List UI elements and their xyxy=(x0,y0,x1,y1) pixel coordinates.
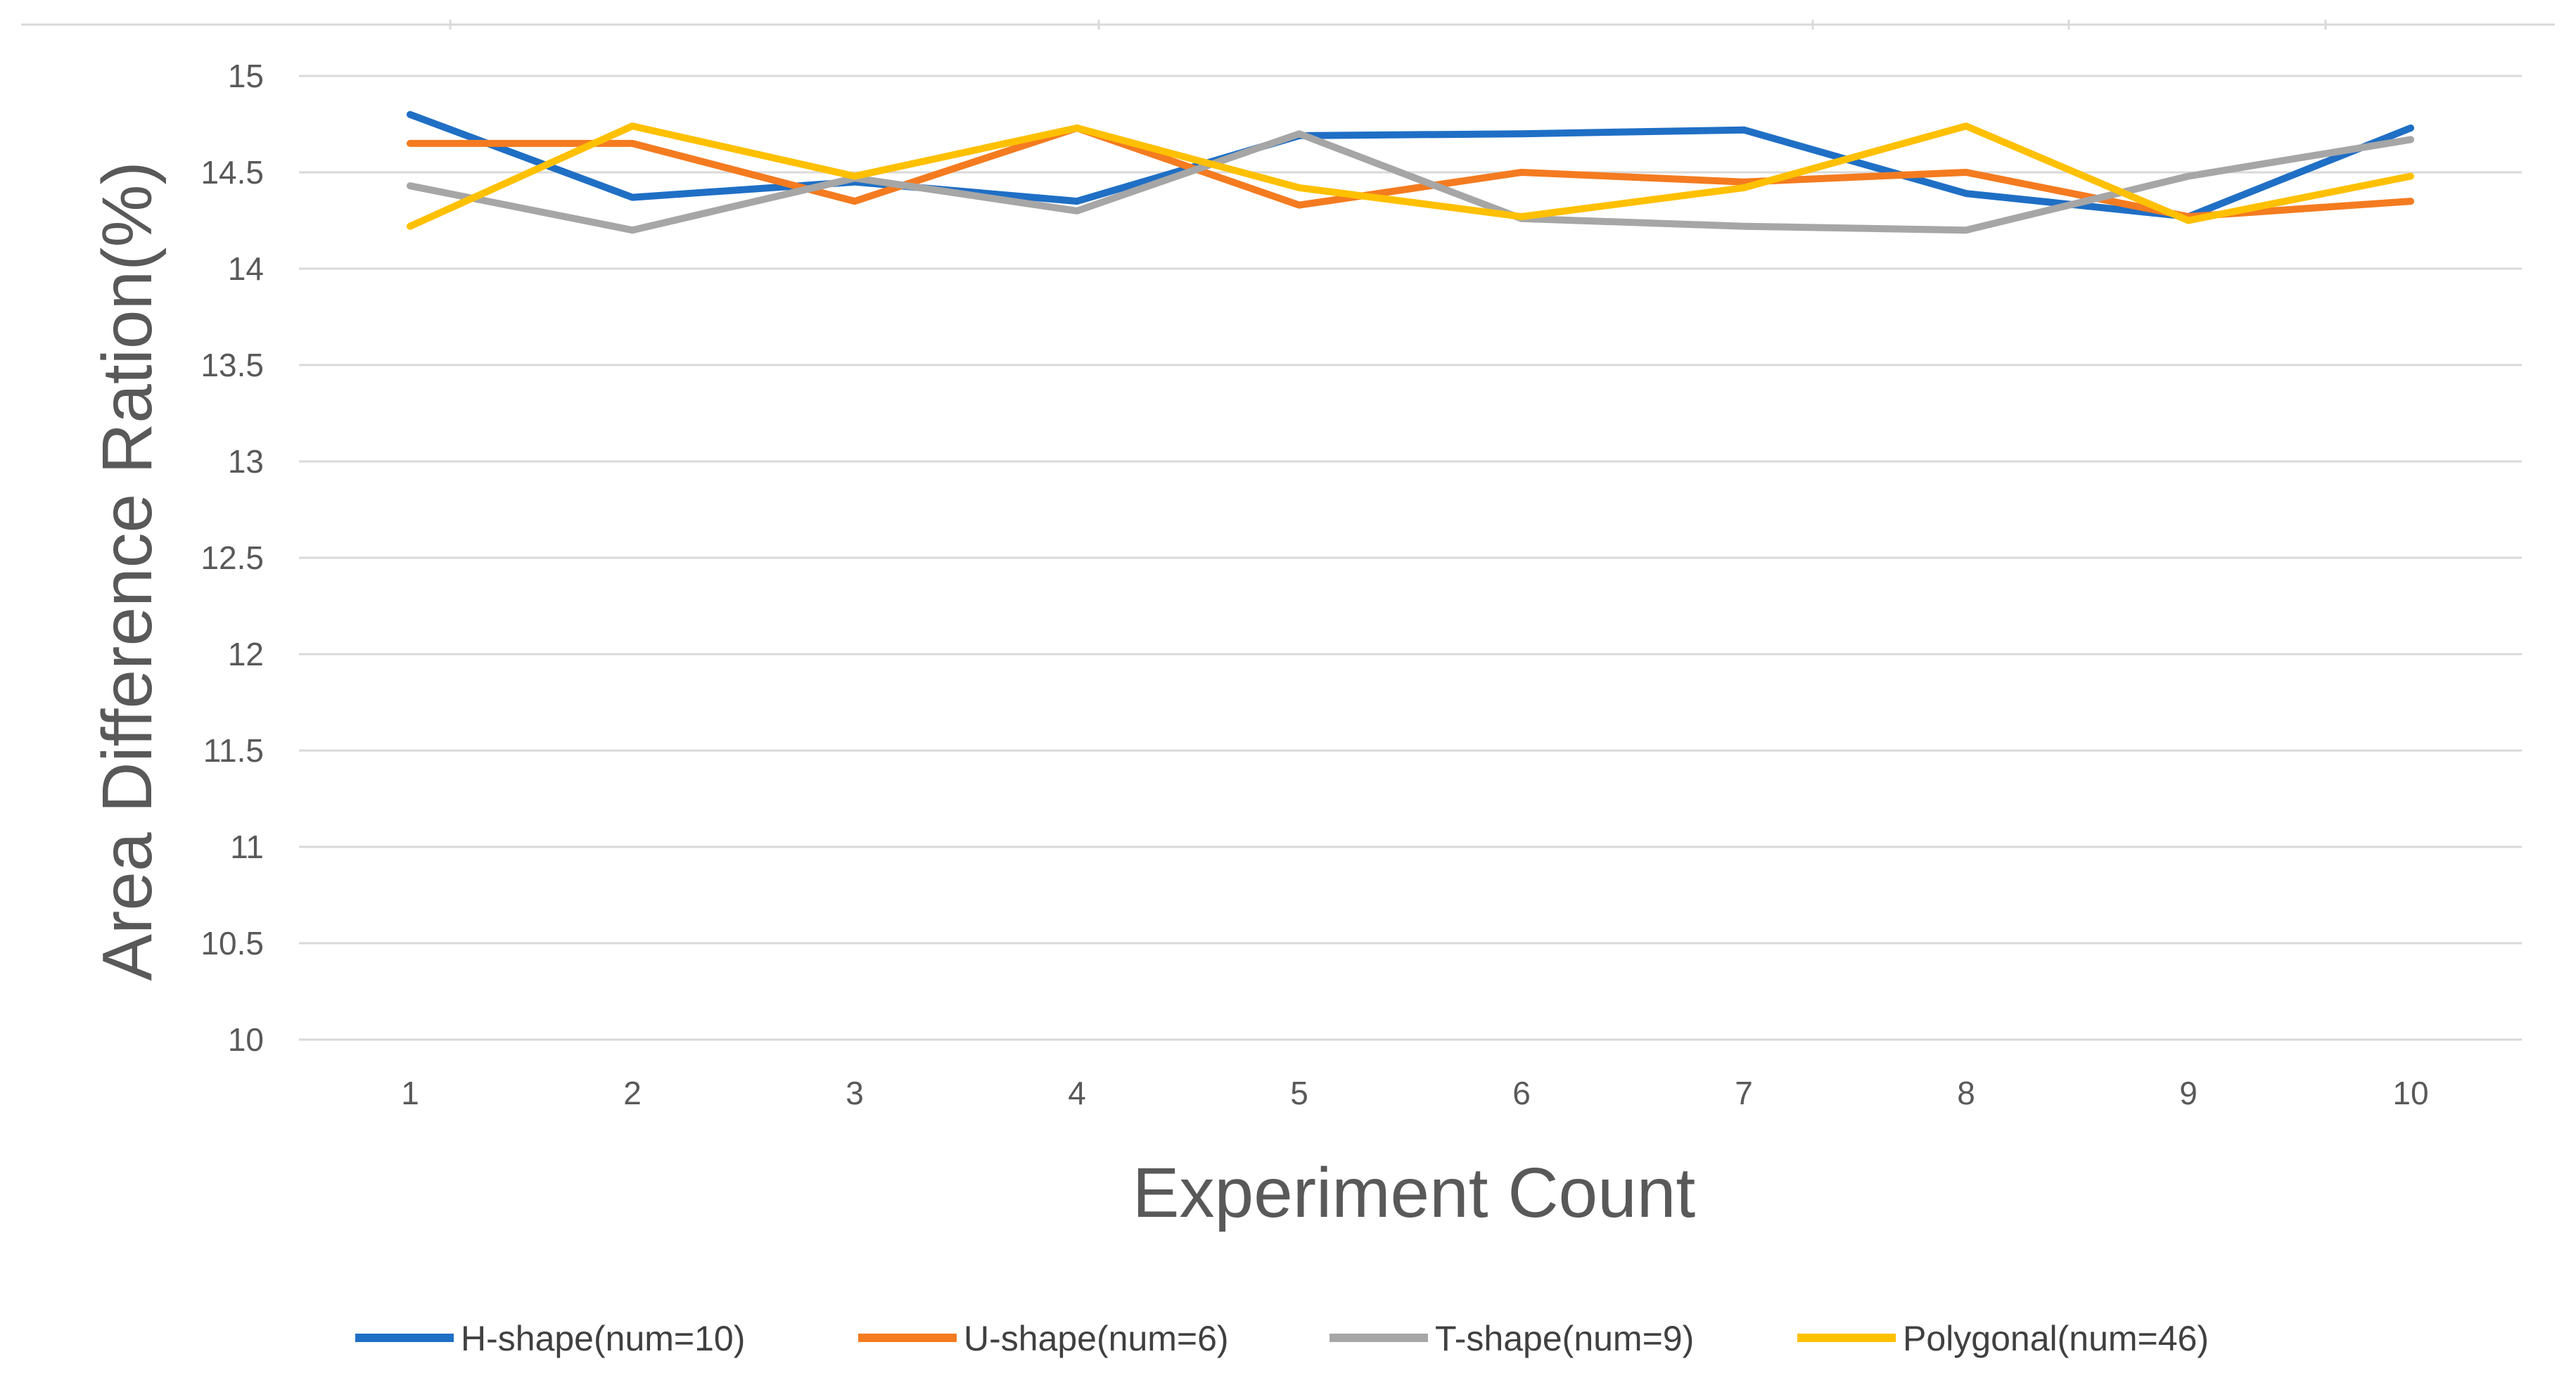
x-tick-label: 7 xyxy=(1735,1075,1753,1111)
y-tick-label: 12.5 xyxy=(200,539,264,576)
x-axis-title: Experiment Count xyxy=(1133,1154,1696,1232)
series-line-2 xyxy=(407,124,2414,220)
x-tick-label: 3 xyxy=(846,1075,864,1111)
legend-label-4: Polygonal(num=46) xyxy=(1903,1319,2209,1358)
y-tick-label: 13.5 xyxy=(200,347,264,383)
x-tick-label: 2 xyxy=(623,1075,642,1111)
x-tick-labels: 1 2 3 4 5 6 7 8 9 10 xyxy=(401,1075,2428,1111)
series-line-4 xyxy=(407,122,2414,230)
y-tick-labels: 10 10.5 11 11.5 12 12.5 13 13.5 14 14.5 15 xyxy=(200,58,264,1058)
y-tick-label: 12 xyxy=(228,636,264,672)
y-tick-label: 11.5 xyxy=(203,732,264,769)
x-tick-label: 5 xyxy=(1290,1075,1308,1111)
x-tick-label: 1 xyxy=(401,1075,419,1111)
legend-label-1: H-shape(num=10) xyxy=(461,1319,745,1358)
x-tick-label: 9 xyxy=(2179,1075,2198,1111)
series-line-3 xyxy=(407,130,2414,234)
y-tick-label: 14 xyxy=(228,250,264,287)
y-axis-title: Area Difference Ration(%) xyxy=(88,161,167,981)
legend-label-2: U-shape(num=6) xyxy=(964,1319,1229,1358)
y-tick-label: 10.5 xyxy=(200,925,264,962)
y-tick-label: 15 xyxy=(228,58,264,94)
y-tick-label: 13 xyxy=(228,443,264,480)
data-series xyxy=(407,110,2414,234)
y-tick-label: 11 xyxy=(230,829,264,865)
x-tick-label: 10 xyxy=(2392,1075,2428,1111)
x-tick-label: 4 xyxy=(1068,1075,1086,1111)
y-axis-title-panel xyxy=(70,106,176,1034)
y-gridlines xyxy=(299,75,2522,1041)
x-tick-label: 8 xyxy=(1957,1075,1975,1111)
legend: H-shape(num=10) U-shape(num=6) T-shape(num… xyxy=(355,1319,2209,1358)
y-tick-label: 14.5 xyxy=(200,154,264,191)
y-tick-label: 10 xyxy=(228,1021,264,1058)
legend-label-3: T-shape(num=9) xyxy=(1435,1319,1694,1358)
x-tick-label: 6 xyxy=(1512,1075,1531,1111)
top-border-ticks xyxy=(449,20,2327,30)
